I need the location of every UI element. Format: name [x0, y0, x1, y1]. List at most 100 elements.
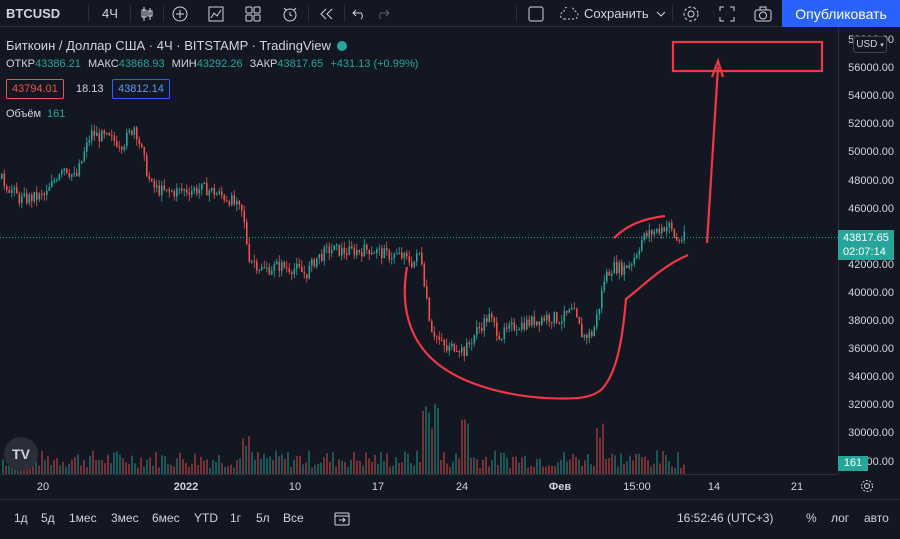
- candle-body: [348, 246, 351, 255]
- volume-bar: [497, 464, 499, 474]
- fullscreen-expand-icon[interactable]: [714, 0, 740, 27]
- volume-bar: [68, 463, 70, 474]
- volume-bar: [191, 463, 193, 474]
- volume-bar: [221, 463, 223, 474]
- symbol-search-button[interactable]: BTCUSD: [6, 6, 61, 21]
- time-tick-label: 14: [707, 481, 721, 493]
- volume-bar: [65, 466, 67, 474]
- undo-icon[interactable]: [348, 0, 370, 27]
- volume-bar: [665, 454, 667, 474]
- candle-body: [393, 253, 396, 259]
- candle-body: [601, 290, 603, 309]
- volume-bar: [674, 467, 676, 474]
- volume-bar: [386, 453, 388, 474]
- tradingview-logo-icon[interactable]: TV: [4, 437, 38, 471]
- volume-bar: [335, 466, 337, 474]
- legend-title-text: Биткоин / Доллар США · 4Ч · BITSTAMP · T…: [6, 38, 331, 53]
- currency-selector[interactable]: USD ▾: [853, 36, 887, 53]
- candle-body: [481, 327, 483, 331]
- volume-bar: [131, 455, 133, 474]
- candle-body: [538, 321, 541, 325]
- log-scale-toggle[interactable]: лог: [831, 511, 850, 525]
- layout-grid-icon[interactable]: [240, 0, 266, 27]
- volume-bar: [275, 450, 277, 474]
- percent-scale-toggle[interactable]: %: [806, 511, 817, 525]
- candle-body: [306, 274, 308, 279]
- candle-body: [71, 174, 73, 177]
- volume-bar: [470, 457, 472, 474]
- candle-body: [263, 267, 266, 269]
- indicators-add-icon[interactable]: [167, 0, 193, 27]
- range-button[interactable]: 5д: [41, 511, 55, 525]
- interval-button[interactable]: 4Ч: [102, 6, 118, 21]
- toolbar-separator: [516, 5, 517, 22]
- volume-bar: [563, 451, 565, 474]
- sell-price-button[interactable]: 43794.01: [6, 79, 64, 99]
- buy-price-button[interactable]: 43812.14: [112, 79, 170, 99]
- candle-body: [18, 193, 21, 203]
- candle-body: [203, 182, 206, 184]
- candle-body: [273, 264, 276, 271]
- range-button[interactable]: Все: [283, 511, 304, 525]
- candle-body: [338, 244, 341, 256]
- volume-bar: [443, 452, 445, 474]
- candle-body: [633, 258, 636, 265]
- candle-body: [563, 310, 566, 322]
- redo-icon[interactable]: [372, 0, 394, 27]
- range-button[interactable]: 6мес: [152, 511, 180, 525]
- volume-bar: [8, 460, 10, 474]
- chevron-down-icon[interactable]: [654, 0, 668, 27]
- range-button[interactable]: 1мес: [69, 511, 97, 525]
- publish-button[interactable]: Опубликовать: [782, 0, 900, 27]
- range-button[interactable]: 1г: [230, 511, 242, 525]
- range-button[interactable]: 3мес: [111, 511, 139, 525]
- fullscreen-square-icon[interactable]: [523, 0, 549, 27]
- time-axis[interactable]: [0, 474, 838, 499]
- candle-body: [353, 248, 356, 256]
- candle-body: [486, 318, 488, 323]
- range-button[interactable]: YTD: [194, 511, 218, 525]
- volume-bar: [434, 403, 436, 474]
- candle-body: [556, 312, 558, 323]
- alert-clock-icon[interactable]: [277, 0, 303, 27]
- volume-bar: [590, 464, 592, 474]
- auto-scale-toggle[interactable]: авто: [864, 511, 889, 525]
- candle-body: [158, 185, 161, 195]
- chart-pane[interactable]: [0, 27, 838, 474]
- volume-bar: [449, 467, 451, 474]
- cloud-save-icon[interactable]: [558, 0, 580, 27]
- volume-bar: [326, 453, 328, 474]
- volume-bar: [365, 452, 367, 474]
- timezone-clock[interactable]: 16:52:46 (UTC+3): [677, 511, 774, 525]
- volume-bar: [32, 464, 34, 474]
- volume-bar: [569, 459, 571, 474]
- indicators-chart-icon[interactable]: [203, 0, 229, 27]
- candle-body: [351, 246, 353, 249]
- candle-body: [626, 265, 628, 268]
- volume-bar: [296, 456, 298, 474]
- volume-bar: [578, 459, 580, 474]
- candle-body: [31, 194, 33, 202]
- snapshot-camera-icon[interactable]: [750, 0, 776, 27]
- range-button[interactable]: 5л: [256, 511, 270, 525]
- candle-body: [413, 261, 416, 268]
- volume-bar: [479, 467, 481, 474]
- price-chart[interactable]: [0, 27, 838, 474]
- volume-bar: [395, 457, 397, 474]
- goto-date-icon[interactable]: [334, 510, 350, 531]
- range-button[interactable]: 1д: [14, 511, 28, 525]
- volume-bar: [401, 462, 403, 474]
- candles-chart-type-icon[interactable]: [134, 0, 160, 27]
- candle-body: [226, 200, 228, 202]
- settings-gear-icon[interactable]: [678, 0, 704, 27]
- volume-legend: Объём 161: [6, 108, 65, 120]
- save-button[interactable]: Сохранить: [584, 6, 649, 21]
- price-tick-label: 40000.00: [848, 286, 894, 299]
- candle-body: [13, 187, 16, 190]
- replay-rewind-icon[interactable]: [313, 0, 339, 27]
- time-tick-label: 21: [790, 481, 804, 493]
- volume-bar: [419, 461, 421, 474]
- time-axis-settings-icon[interactable]: [860, 479, 874, 498]
- candle-body: [666, 226, 668, 232]
- volume-bar: [356, 460, 358, 474]
